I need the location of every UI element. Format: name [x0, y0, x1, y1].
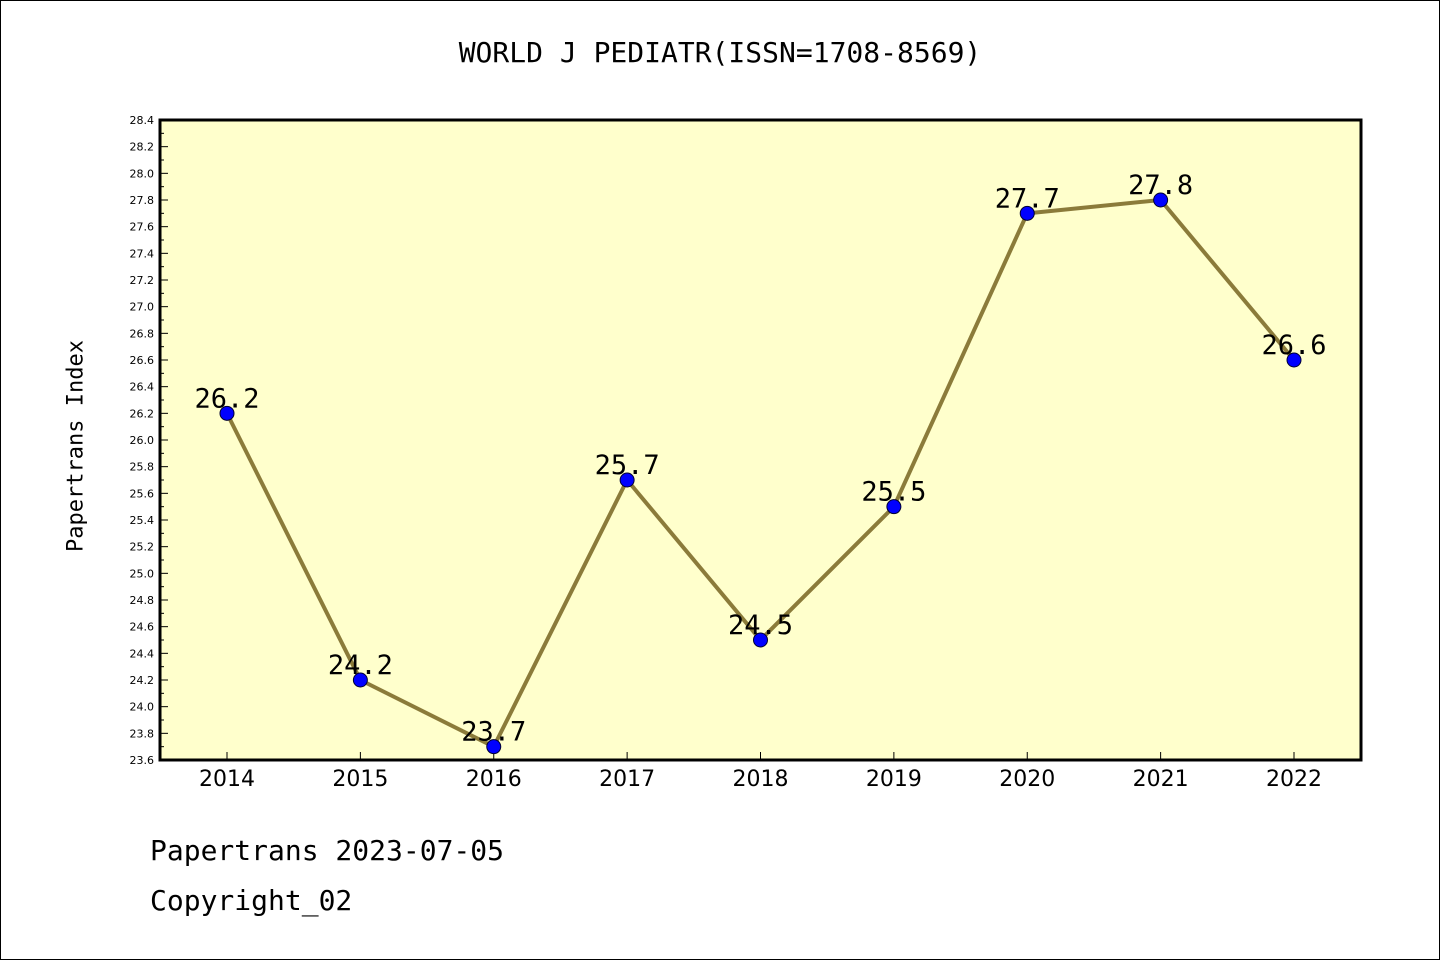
y-tick-label: 27.0 — [130, 301, 155, 314]
y-tick-label: 25.0 — [130, 567, 155, 580]
data-label: 25.7 — [595, 450, 660, 481]
data-label: 23.7 — [461, 717, 526, 748]
y-tick-label: 26.8 — [130, 327, 155, 340]
y-tick-label: 27.2 — [130, 274, 155, 287]
data-point — [486, 739, 502, 755]
x-tick-label: 2017 — [599, 767, 655, 792]
y-tick-label: 24.8 — [130, 594, 155, 607]
y-tick-label: 27.6 — [130, 221, 155, 234]
y-tick-label: 28.0 — [130, 167, 155, 180]
y-tick-label: 27.8 — [130, 194, 155, 207]
data-point — [886, 499, 902, 515]
data-point — [352, 672, 368, 688]
data-point — [1153, 192, 1169, 208]
data-label: 26.6 — [1261, 330, 1326, 361]
y-tick-label: 24.2 — [130, 674, 155, 687]
data-label: 24.5 — [728, 610, 793, 641]
x-tick-label: 2018 — [733, 767, 789, 792]
x-tick-label: 2021 — [1133, 767, 1189, 792]
x-tick-label: 2022 — [1266, 767, 1322, 792]
data-label: 27.8 — [1128, 170, 1193, 201]
y-tick-label: 25.4 — [130, 514, 155, 527]
data-label: 24.2 — [328, 650, 393, 681]
y-tick-label: 26.0 — [130, 434, 155, 447]
data-point — [619, 472, 635, 488]
y-axis-ticks: 23.6 23.8 24.0 24.2 24.4 24.6 24.8 25.0 25.2 25.4… — [130, 114, 168, 767]
x-axis-ticks: 2014 2015 2016 2017 2018 2019 2020 2021 2022 — [199, 752, 1322, 792]
data-point — [753, 632, 768, 648]
x-tick-label: 2016 — [466, 767, 522, 792]
y-tick-label: 27.4 — [130, 247, 155, 260]
data-label: 26.2 — [194, 383, 259, 414]
chart-title: WORLD J PEDIATR(ISSN=1708-8569) — [458, 36, 982, 69]
y-tick-label: 28.2 — [130, 141, 155, 154]
x-tick-label: 2019 — [866, 767, 922, 792]
y-tick-label: 24.4 — [130, 647, 155, 660]
x-tick-label: 2020 — [999, 767, 1055, 792]
y-tick-label: 25.8 — [130, 461, 155, 474]
plot-area — [158, 118, 1363, 762]
y-tick-label: 25.2 — [130, 541, 155, 554]
y-tick-label: 26.6 — [130, 354, 155, 367]
series-group: 26.2 24.2 23.7 25.7 24.5 25.5 27.7 27.8 26.6 — [194, 170, 1327, 755]
y-tick-label: 24.0 — [130, 701, 155, 714]
footer-date: Papertrans 2023-07-05 — [150, 834, 505, 867]
data-point — [219, 405, 235, 421]
y-tick-label: 25.6 — [130, 487, 155, 500]
y-tick-label: 26.4 — [130, 381, 155, 394]
data-point — [1286, 352, 1302, 368]
y-tick-label: 23.6 — [130, 754, 155, 767]
data-point — [1019, 205, 1035, 221]
x-tick-label: 2015 — [332, 767, 388, 792]
x-tick-label: 2014 — [199, 767, 255, 792]
y-tick-label: 24.6 — [130, 621, 155, 634]
y-tick-label: 26.2 — [130, 407, 155, 420]
y-tick-label: 28.4 — [130, 114, 155, 127]
y-tick-label: 23.8 — [130, 727, 155, 740]
data-label: 25.5 — [861, 477, 926, 508]
data-label: 27.7 — [995, 183, 1060, 214]
footer-copyright: Copyright_02 — [150, 884, 353, 917]
